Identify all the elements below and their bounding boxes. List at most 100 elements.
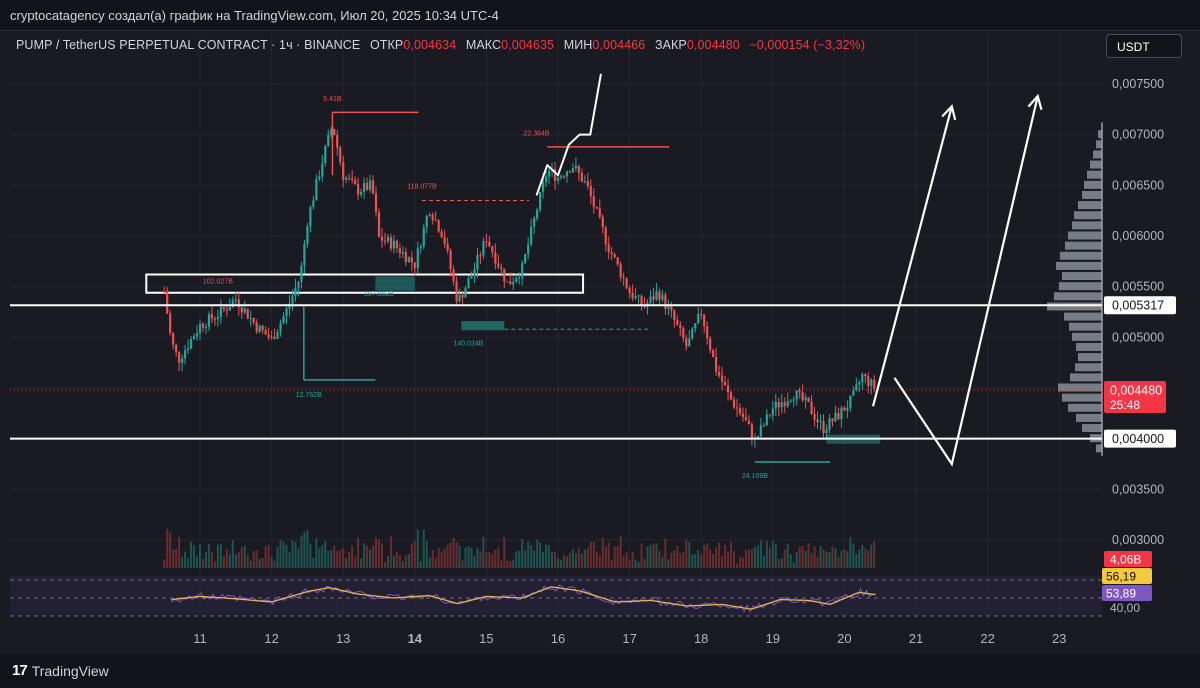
candle-body: [500, 267, 503, 269]
candle-body: [703, 314, 706, 327]
candle-body: [834, 412, 837, 422]
candle-body: [679, 324, 682, 329]
volume-bar: [649, 544, 652, 568]
x-tick-label: 22: [980, 631, 994, 646]
volume-bar: [849, 537, 852, 568]
volume-bar: [628, 559, 631, 568]
volume-bar: [297, 548, 300, 568]
volume-bar: [577, 548, 580, 568]
volume-bar: [747, 549, 750, 568]
volume-bar: [703, 544, 706, 568]
volume-bar: [574, 553, 577, 568]
volume-bar: [736, 563, 738, 568]
volume-bar: [500, 560, 503, 568]
candle-body: [386, 237, 390, 242]
volume-bar: [270, 556, 273, 568]
volume-bar: [482, 536, 485, 568]
volume-bar: [255, 550, 258, 568]
volume-bar: [166, 528, 169, 568]
volume-profile-bar: [1093, 150, 1102, 159]
volume-bar: [324, 541, 327, 568]
rsi-ma-tag-label: 56,19: [1106, 570, 1136, 584]
x-tick-label: 19: [766, 631, 780, 646]
volume-bar: [562, 555, 565, 568]
volume-profile: [1047, 122, 1103, 456]
volume-bar: [422, 529, 425, 568]
candle-body: [443, 237, 446, 244]
candle-body: [741, 413, 745, 417]
volume-bar: [676, 545, 679, 568]
candle-body: [682, 328, 685, 339]
volume-bar: [267, 544, 270, 568]
drawings[interactable]: [535, 73, 1043, 467]
volume-bar: [706, 543, 709, 568]
candle-body: [231, 300, 234, 308]
level-price-tag: [1104, 429, 1176, 448]
currency-button[interactable]: USDT: [1106, 34, 1182, 58]
candle-body: [467, 278, 470, 289]
candle-body: [333, 128, 336, 136]
candle-body: [568, 171, 572, 173]
candle-body: [715, 356, 718, 372]
volume-bar: [333, 545, 336, 568]
candle-body: [172, 332, 175, 345]
candle-body: [324, 146, 327, 164]
volume-bar: [515, 551, 518, 568]
volume-bar: [586, 547, 589, 568]
volume-bar: [294, 541, 297, 568]
current-price-tag: [1104, 381, 1166, 414]
volume-profile-bar: [1062, 272, 1102, 281]
volume-bar: [634, 559, 637, 568]
volume-bar: [697, 550, 700, 568]
candle-body: [547, 170, 551, 177]
volume-bar: [318, 548, 321, 568]
zone-rectangle: [145, 273, 585, 294]
candle-body: [798, 390, 801, 393]
volume-bar: [738, 556, 741, 568]
volume-bar: [357, 537, 360, 568]
candle-body: [267, 334, 270, 338]
candle-body: [509, 281, 512, 285]
volume-bar: [509, 560, 512, 568]
volume-profile-bar: [1070, 373, 1102, 382]
attribution-text: cryptocatagency создал(а) график на Trad…: [10, 8, 499, 23]
candle-body: [774, 401, 777, 409]
volume-bar: [622, 556, 625, 568]
volume-bar: [285, 544, 288, 568]
volume-bar: [372, 545, 375, 568]
volume-bar: [473, 556, 476, 568]
candle-body: [807, 397, 810, 402]
volume-bar: [231, 540, 234, 568]
volume-bar: [545, 544, 548, 568]
volume-profile-bar: [1082, 190, 1102, 199]
candle-body: [479, 255, 482, 257]
symbol-name[interactable]: PUMP / TetherUS PERPETUAL CONTRACT · 1ч …: [16, 38, 361, 52]
candle-body: [664, 294, 667, 309]
volume-annotation: 118.077B: [407, 183, 437, 190]
candle-body: [822, 421, 825, 433]
volume-bar: [670, 552, 673, 568]
low-label: МИН: [563, 38, 593, 52]
candle-body: [419, 246, 422, 249]
tradingview-logo[interactable]: 17 TradingView: [12, 662, 109, 679]
volume-annotation: 107.662B: [364, 291, 394, 298]
volume-bar: [530, 545, 533, 568]
tradingview-logo-icon: 17: [12, 662, 28, 679]
candle-body: [389, 237, 393, 249]
level-lines[interactable]: [10, 304, 1102, 440]
high-value: 0,004635: [501, 38, 555, 52]
candle-body: [837, 412, 840, 420]
volume-bar: [861, 544, 864, 568]
volume-bar: [568, 552, 571, 568]
candle-body: [183, 350, 187, 359]
volume-bar: [807, 543, 810, 568]
volume-bar: [813, 546, 816, 568]
volume-bar: [825, 551, 828, 568]
x-axis: 11 12 13 14 15 16 17 18 19 20 21 22 23: [193, 631, 1066, 646]
candle-body: [628, 287, 631, 293]
volume-bar: [592, 541, 595, 568]
candle-body: [279, 322, 282, 332]
candle-body: [252, 318, 255, 323]
candle-body: [840, 407, 843, 420]
